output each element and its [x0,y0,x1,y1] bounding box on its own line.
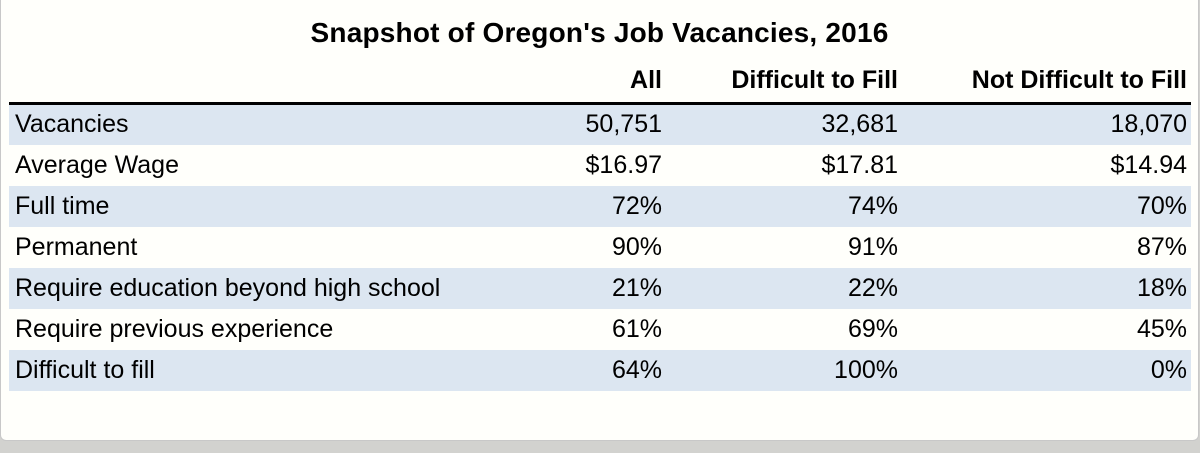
cell-not-difficult: 45% [1136,314,1187,343]
column-header-difficult: Difficult to Fill [666,66,902,105]
cell-all: 72% [611,191,662,220]
cell-all: 50,751 [585,110,662,139]
table-row-education: Require education beyond high school 21%… [9,267,1191,309]
column-header-not-difficult: Not Difficult to Fill [902,66,1191,105]
cell-difficult: $17.81 [821,150,898,179]
table-card: Snapshot of Oregon's Job Vacancies, 2016… [0,0,1199,441]
cell-not-difficult: 0% [1150,355,1187,384]
cell-all: 21% [611,273,662,302]
table-row-permanent: Permanent 90% 91% 87% [9,227,1191,268]
row-label: Average Wage [15,150,179,179]
cell-difficult: 22% [847,273,898,302]
table-row-full-time: Full time 72% 74% 70% [9,185,1191,227]
cell-all: 64% [611,355,662,384]
cell-difficult: 32,681 [821,110,898,139]
cell-all: $16.97 [585,150,662,179]
cell-not-difficult: 18,070 [1110,110,1187,139]
column-header-all: All [461,66,666,105]
row-label: Vacancies [15,110,129,139]
cell-difficult: 69% [847,314,898,343]
cell-all: 61% [611,314,662,343]
table-row-average-wage: Average Wage $16.97 $17.81 $14.94 [9,145,1191,186]
page-title: Snapshot of Oregon's Job Vacancies, 2016 [310,17,889,48]
row-label: Difficult to fill [15,355,155,384]
cell-difficult: 74% [847,191,898,220]
table-row-difficult-to-fill: Difficult to fill 64% 100% 0% [9,349,1191,391]
table-row-experience: Require previous experience 61% 69% 45% [9,309,1191,350]
cell-not-difficult: 87% [1136,232,1187,261]
cell-not-difficult: $14.94 [1110,150,1187,179]
cell-not-difficult: 18% [1136,273,1187,302]
table-header-row: All Difficult to Fill Not Difficult to F… [9,66,1191,105]
column-header-blank [9,66,461,105]
vacancies-table: All Difficult to Fill Not Difficult to F… [9,66,1191,391]
row-label: Full time [15,191,110,220]
row-label: Require education beyond high school [15,273,441,302]
cell-difficult: 100% [834,355,898,384]
table-row-vacancies: Vacancies 50,751 32,681 18,070 [9,103,1191,145]
row-label: Permanent [15,232,138,261]
cell-not-difficult: 70% [1136,191,1187,220]
cell-difficult: 91% [847,232,898,261]
cell-all: 90% [611,232,662,261]
row-label: Require previous experience [15,314,334,343]
